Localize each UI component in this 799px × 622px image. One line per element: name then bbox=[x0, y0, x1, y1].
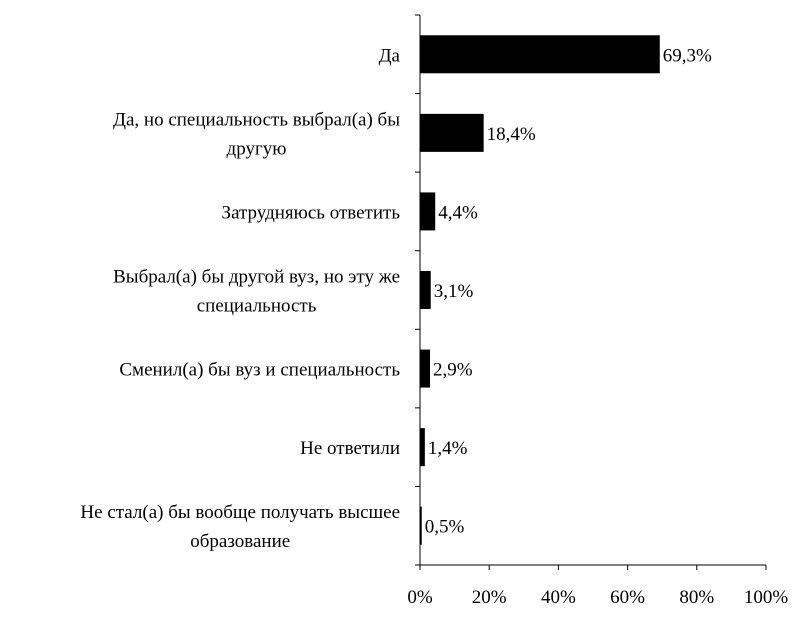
category-label-line: образование bbox=[190, 531, 290, 552]
category-label: Не ответили bbox=[300, 438, 400, 459]
bar bbox=[420, 428, 425, 467]
x-tick-label: 40% bbox=[541, 587, 576, 608]
category-label-line: Сменил(а) бы вуз и специальность bbox=[119, 360, 400, 381]
category-label-line: Не стал(а) бы вообще получать высшее bbox=[80, 502, 400, 523]
category-label: Затрудняюсь ответить bbox=[222, 202, 401, 223]
data-label: 3,1% bbox=[434, 281, 474, 302]
category-label: Да, но специальность выбрал(а) бы другую bbox=[113, 109, 400, 159]
data-label: 0,5% bbox=[425, 517, 465, 538]
x-tick-label: 60% bbox=[610, 587, 645, 608]
category-label-line: другую bbox=[227, 138, 287, 159]
category-label-line: Не ответили bbox=[300, 438, 400, 459]
category-label: Да bbox=[379, 45, 401, 66]
chart-labels: 0% 20% 40% 60% 80% 100% 69,3% Да 18,4% Да, но спе… bbox=[80, 45, 788, 608]
chart-bars bbox=[420, 35, 660, 545]
x-tick-label: 100% bbox=[744, 587, 789, 608]
x-tick-label: 80% bbox=[679, 587, 714, 608]
category-label: Выбрал(а) бы другой вуз, но эту же специа… bbox=[113, 267, 400, 317]
data-label: 4,4% bbox=[438, 202, 478, 223]
category-label-line: специальность bbox=[197, 296, 317, 317]
data-label: 69,3% bbox=[663, 45, 712, 66]
bar bbox=[420, 349, 431, 388]
bar bbox=[420, 35, 660, 74]
category-label-line: Да, но специальность выбрал(а) бы bbox=[113, 109, 400, 130]
x-tick-label: 0% bbox=[407, 587, 433, 608]
x-tick-label: 20% bbox=[472, 587, 507, 608]
bar bbox=[420, 506, 422, 545]
data-label: 2,9% bbox=[433, 360, 473, 381]
bar bbox=[420, 192, 436, 231]
bar bbox=[420, 271, 431, 309]
category-label: Не стал(а) бы вообще получать высшее обра… bbox=[80, 502, 400, 552]
category-label-line: Затрудняюсь ответить bbox=[222, 202, 401, 223]
bar bbox=[420, 113, 484, 152]
data-label: 18,4% bbox=[487, 124, 536, 145]
data-label: 1,4% bbox=[428, 438, 468, 459]
category-label: Сменил(а) бы вуз и специальность bbox=[119, 360, 400, 381]
category-label-line: Выбрал(а) бы другой вуз, но эту же bbox=[113, 267, 400, 288]
category-label-line: Да bbox=[379, 45, 401, 66]
